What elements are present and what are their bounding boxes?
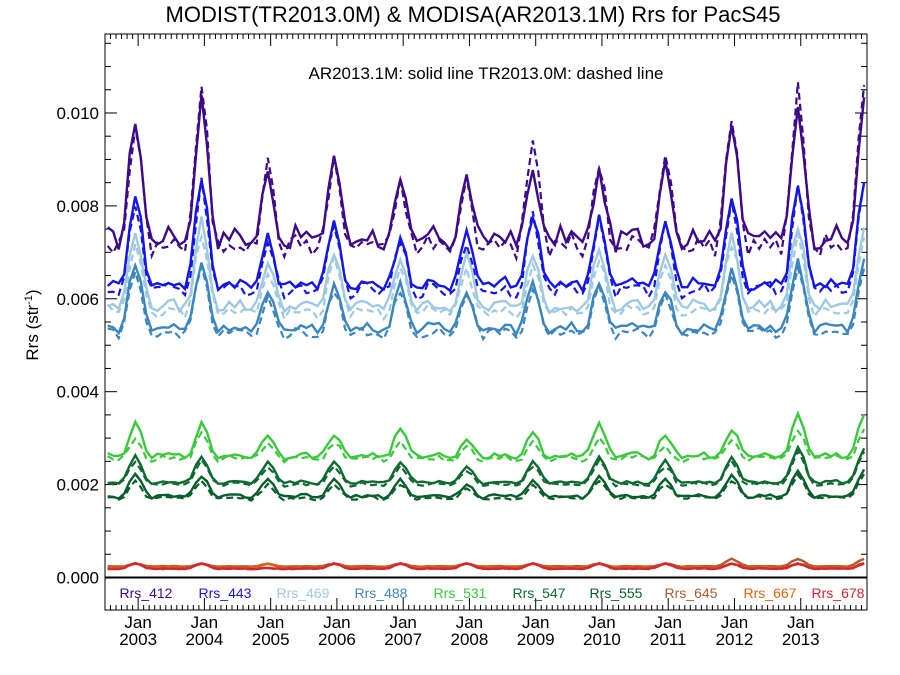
legend-entry-rrs-443: Rrs_443 bbox=[199, 585, 252, 601]
series-line-dashed-rrs-555 bbox=[107, 472, 866, 502]
x-tick-month-label: Jan bbox=[191, 613, 218, 632]
x-tick-year-label: 2012 bbox=[716, 630, 754, 649]
series-line-solid-rrs-547 bbox=[107, 444, 866, 486]
x-tick-month-label: Jan bbox=[456, 613, 483, 632]
y-tick-label: 0.000 bbox=[56, 568, 99, 587]
legend-entry-rrs-412: Rrs_412 bbox=[120, 585, 173, 601]
legend-entry-rrs-678: Rrs_678 bbox=[812, 585, 865, 601]
legend-entry-rrs-547: Rrs_547 bbox=[513, 585, 566, 601]
chart-subtitle: AR2013.1M: solid line TR2013.0M: dashed … bbox=[308, 64, 663, 83]
x-tick-year-label: 2007 bbox=[384, 630, 422, 649]
series-line-solid-rrs-645 bbox=[107, 557, 865, 569]
legend-entry-rrs-667: Rrs_667 bbox=[744, 585, 797, 601]
x-tick-year-label: 2009 bbox=[517, 630, 555, 649]
series-line-solid-rrs-531 bbox=[107, 410, 866, 461]
chart-title: MODIST(TR2013.0M) & MODISA(AR2013.1M) Rr… bbox=[166, 2, 781, 27]
y-axis-label: Rrs (str-1) bbox=[23, 289, 42, 360]
legend-entry-rrs-645: Rrs_645 bbox=[665, 585, 718, 601]
y-tick-label: 0.002 bbox=[56, 476, 99, 495]
x-tick-month-label: Jan bbox=[522, 613, 549, 632]
plot-frame bbox=[104, 33, 868, 611]
plot-area: 0.0000.0020.0040.0060.0080.010Jan2003Jan… bbox=[56, 34, 867, 649]
x-tick-year-label: 2006 bbox=[318, 630, 356, 649]
x-tick-year-label: 2013 bbox=[782, 630, 820, 649]
series-line-solid-rrs-443 bbox=[106, 180, 866, 294]
series-line-solid-rrs-488 bbox=[107, 258, 866, 337]
x-tick-month-label: Jan bbox=[787, 613, 814, 632]
legend-entry-rrs-488: Rrs_488 bbox=[355, 585, 408, 601]
x-tick-month-label: Jan bbox=[389, 613, 416, 632]
x-tick-month-label: Jan bbox=[721, 613, 748, 632]
x-tick-year-label: 2004 bbox=[185, 630, 223, 649]
legend-entry-rrs-555: Rrs_555 bbox=[590, 585, 643, 601]
y-tick-label: 0.006 bbox=[56, 290, 99, 309]
series-line-solid-rrs-412 bbox=[106, 94, 866, 253]
series-line-dashed-rrs-547 bbox=[107, 448, 866, 488]
x-tick-month-label: Jan bbox=[655, 613, 682, 632]
series-line-solid-rrs-469 bbox=[107, 216, 866, 315]
x-tick-month-label: Jan bbox=[257, 613, 284, 632]
legend-entry-rrs-469: Rrs_469 bbox=[277, 585, 330, 601]
y-axis-label-exponent: -1 bbox=[23, 295, 35, 305]
series-line-dashed-rrs-531 bbox=[107, 428, 866, 464]
y-axis-label-close: ) bbox=[23, 289, 42, 295]
y-tick-label: 0.004 bbox=[56, 383, 99, 402]
legend-entry-rrs-531: Rrs_531 bbox=[434, 585, 487, 601]
x-tick-year-label: 2011 bbox=[650, 630, 687, 649]
y-tick-label: 0.010 bbox=[56, 104, 99, 123]
x-tick-year-label: 2008 bbox=[451, 630, 489, 649]
x-tick-month-label: Jan bbox=[323, 613, 350, 632]
series-line-solid-rrs-555 bbox=[107, 468, 866, 501]
x-tick-year-label: 2003 bbox=[119, 630, 157, 649]
x-tick-year-label: 2005 bbox=[252, 630, 290, 649]
x-tick-year-label: 2010 bbox=[583, 630, 621, 649]
x-tick-month-label: Jan bbox=[588, 613, 615, 632]
series-line-dashed-rrs-412 bbox=[106, 82, 866, 263]
x-tick-month-label: Jan bbox=[124, 613, 151, 632]
y-axis-label-main: Rrs (str bbox=[23, 305, 42, 361]
y-tick-label: 0.008 bbox=[56, 197, 99, 216]
series-line-solid-rrs-678 bbox=[107, 562, 865, 571]
